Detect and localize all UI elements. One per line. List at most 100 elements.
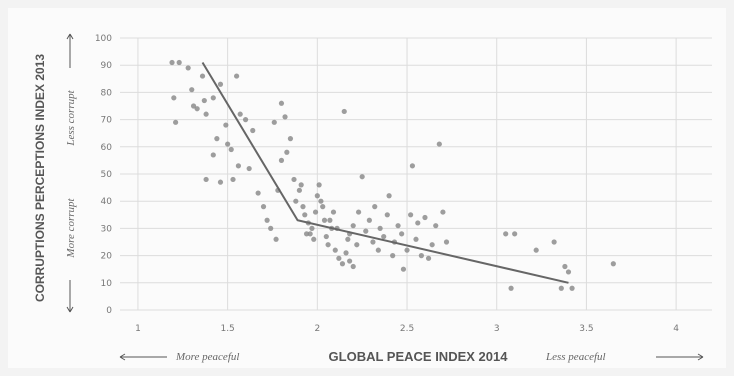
data-point xyxy=(173,119,179,125)
data-point xyxy=(399,231,405,237)
data-point xyxy=(370,239,376,245)
data-point xyxy=(230,176,236,183)
data-point xyxy=(176,59,182,66)
trend-line xyxy=(201,61,569,284)
data-point xyxy=(381,233,387,240)
data-point xyxy=(303,231,310,237)
data-point xyxy=(214,136,220,142)
data-point xyxy=(298,182,304,188)
data-point xyxy=(278,157,285,163)
y-tick-label: 50 xyxy=(101,170,113,180)
data-point xyxy=(291,176,297,183)
data-point xyxy=(512,231,518,237)
data-point xyxy=(390,253,396,259)
data-point xyxy=(314,193,320,199)
data-point xyxy=(300,204,306,210)
data-point xyxy=(307,231,313,237)
data-point xyxy=(235,163,241,169)
data-point xyxy=(234,73,240,79)
data-point xyxy=(217,81,224,87)
x-axis-high-note: Less peaceful xyxy=(545,351,606,363)
data-point xyxy=(436,141,442,147)
data-point xyxy=(565,269,572,275)
data-point xyxy=(302,212,308,218)
x-axis-low-note: More peaceful xyxy=(175,351,239,363)
data-point xyxy=(242,117,249,123)
data-point xyxy=(282,114,288,120)
data-point xyxy=(355,209,362,215)
data-point xyxy=(201,97,207,104)
data-point xyxy=(228,146,234,153)
data-point xyxy=(354,242,360,248)
data-point xyxy=(429,242,435,248)
data-point xyxy=(443,239,450,245)
data-point xyxy=(395,223,401,229)
x-tick-label: 1 xyxy=(135,324,141,334)
data-point xyxy=(415,220,421,226)
data-point xyxy=(250,127,256,134)
data-point xyxy=(273,236,279,242)
data-point xyxy=(278,100,285,106)
data-point xyxy=(377,225,383,231)
data-point xyxy=(311,236,317,242)
x-left-arrowhead xyxy=(119,353,126,361)
y-axis-title: CORRUPTIONS PERCEPTIONS INDEX 2013 xyxy=(33,54,47,302)
data-point xyxy=(320,204,326,210)
data-point xyxy=(190,103,197,109)
data-point xyxy=(321,217,328,223)
data-point xyxy=(246,165,252,172)
data-point xyxy=(217,179,224,185)
y-tick-label: 90 xyxy=(101,61,113,71)
data-point xyxy=(347,258,353,264)
data-point xyxy=(413,236,419,242)
data-point xyxy=(223,122,229,128)
data-point xyxy=(316,182,322,188)
data-point xyxy=(332,247,338,253)
y-axis-low-note: More corrupt xyxy=(65,197,77,258)
x-tick-label: 3.5 xyxy=(579,324,593,334)
x-axis-title: GLOBAL PEACE INDEX 2014 xyxy=(329,349,509,364)
data-point xyxy=(375,247,381,253)
data-point xyxy=(330,209,337,215)
data-point xyxy=(343,250,349,256)
data-point xyxy=(422,214,428,221)
data-point xyxy=(400,266,407,272)
data-point xyxy=(551,239,557,245)
y-tick-label: 70 xyxy=(101,116,113,126)
data-point xyxy=(359,174,365,180)
data-point xyxy=(199,73,206,79)
data-point xyxy=(341,108,347,115)
data-point xyxy=(433,223,439,229)
data-point xyxy=(309,225,315,231)
y-tick-label: 10 xyxy=(101,279,113,289)
data-point xyxy=(408,212,414,218)
data-point xyxy=(203,176,209,183)
x-right-arrowhead xyxy=(697,353,704,361)
data-point xyxy=(363,228,369,234)
y-tick-label: 40 xyxy=(101,197,113,207)
x-tick-labels: 1 1.5 2 2.5 3 3.5 4 xyxy=(135,324,679,334)
y-tick-label: 80 xyxy=(101,88,113,98)
x-tick-label: 2 xyxy=(314,324,320,334)
data-point xyxy=(284,149,290,155)
data-point xyxy=(533,247,539,253)
y-up-arrowhead xyxy=(66,33,74,40)
data-point xyxy=(296,187,302,193)
grid xyxy=(120,37,712,311)
data-point xyxy=(171,95,177,101)
data-point xyxy=(610,261,616,267)
y-tick-label: 100 xyxy=(95,34,112,44)
y-tick-label: 30 xyxy=(101,224,113,234)
data-point xyxy=(225,141,231,147)
data-point xyxy=(440,209,446,215)
x-tick-label: 2.5 xyxy=(400,324,414,334)
data-point xyxy=(271,119,277,125)
data-point xyxy=(558,285,564,291)
data-point xyxy=(185,65,191,71)
x-tick-label: 3 xyxy=(494,324,500,334)
data-point xyxy=(260,204,267,210)
data-point xyxy=(210,152,216,158)
x-tick-label: 4 xyxy=(673,324,679,334)
y-axis-high-note: Less corrupt xyxy=(65,89,77,146)
